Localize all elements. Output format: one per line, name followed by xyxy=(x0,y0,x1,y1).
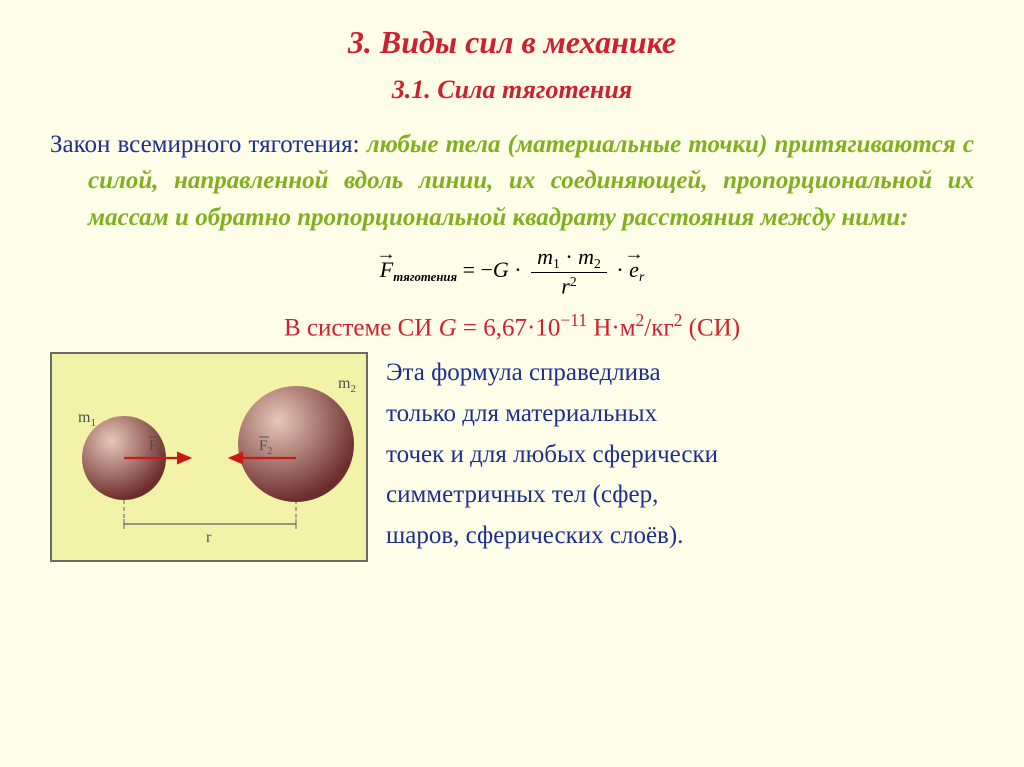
num-dot: · xyxy=(560,244,578,269)
note-l3: точек и для любых сферически xyxy=(386,436,974,475)
law-label: Закон всемирного тяготения: xyxy=(50,131,367,158)
r-label: r xyxy=(206,529,212,546)
g-symbol: G xyxy=(493,257,509,282)
diagram-svg: r F1 F2 m1 m2 xyxy=(52,354,366,560)
note-text: Эта формула справедлива только для матер… xyxy=(386,352,974,558)
fraction: m1 · m2 r2 xyxy=(531,246,607,298)
r-sym: r xyxy=(561,274,570,299)
r-pow: 2 xyxy=(570,274,577,289)
m2-sub: 2 xyxy=(594,256,601,271)
m1-sym: m xyxy=(537,244,553,269)
si-p2: = 6,67·10 xyxy=(457,314,561,341)
law-paragraph: Закон всемирного тяготения: любые тела (… xyxy=(50,127,974,236)
note-l4: симметричных тел (сфер, xyxy=(386,476,974,515)
si-exp: −11 xyxy=(560,310,587,330)
si-m2: 2 xyxy=(636,310,645,330)
e-symbol: e xyxy=(629,257,639,282)
subsection-title: 3.1. Сила тяготения xyxy=(50,75,974,105)
slide: 3. Виды сил в механике 3.1. Сила тяготен… xyxy=(0,0,1024,767)
si-p5: (СИ) xyxy=(682,314,740,341)
note-l2: только для материальных xyxy=(386,395,974,434)
si-p4: /кг xyxy=(644,314,673,341)
m2-sym: m xyxy=(578,244,594,269)
gravity-diagram: r F1 F2 m1 m2 xyxy=(50,352,368,562)
dot-1: · xyxy=(509,257,527,282)
f-symbol: F xyxy=(380,257,393,282)
note-l1: Эта формула справедлива xyxy=(386,354,974,393)
e-sub: r xyxy=(639,269,644,284)
eq-sign: = − xyxy=(463,257,493,282)
m1-sub: 1 xyxy=(553,256,560,271)
si-p1: В системе СИ xyxy=(284,314,439,341)
f-subscript: тяготения xyxy=(393,270,457,284)
note-l5: шаров, сферических слоёв). xyxy=(386,517,974,556)
sphere-2 xyxy=(238,386,354,502)
section-title: 3. Виды сил в механике xyxy=(50,24,974,61)
si-g: G xyxy=(439,314,457,341)
gravity-formula: Fтяготения = −G · m1 · m2 r2 · er xyxy=(50,246,974,298)
si-constant-line: В системе СИ G = 6,67·10−11 Н·м2/кг2 (СИ… xyxy=(50,310,974,342)
si-p3: Н·м xyxy=(587,314,635,341)
bottom-row: r F1 F2 m1 m2 Эта формула справедлива то… xyxy=(50,352,974,562)
